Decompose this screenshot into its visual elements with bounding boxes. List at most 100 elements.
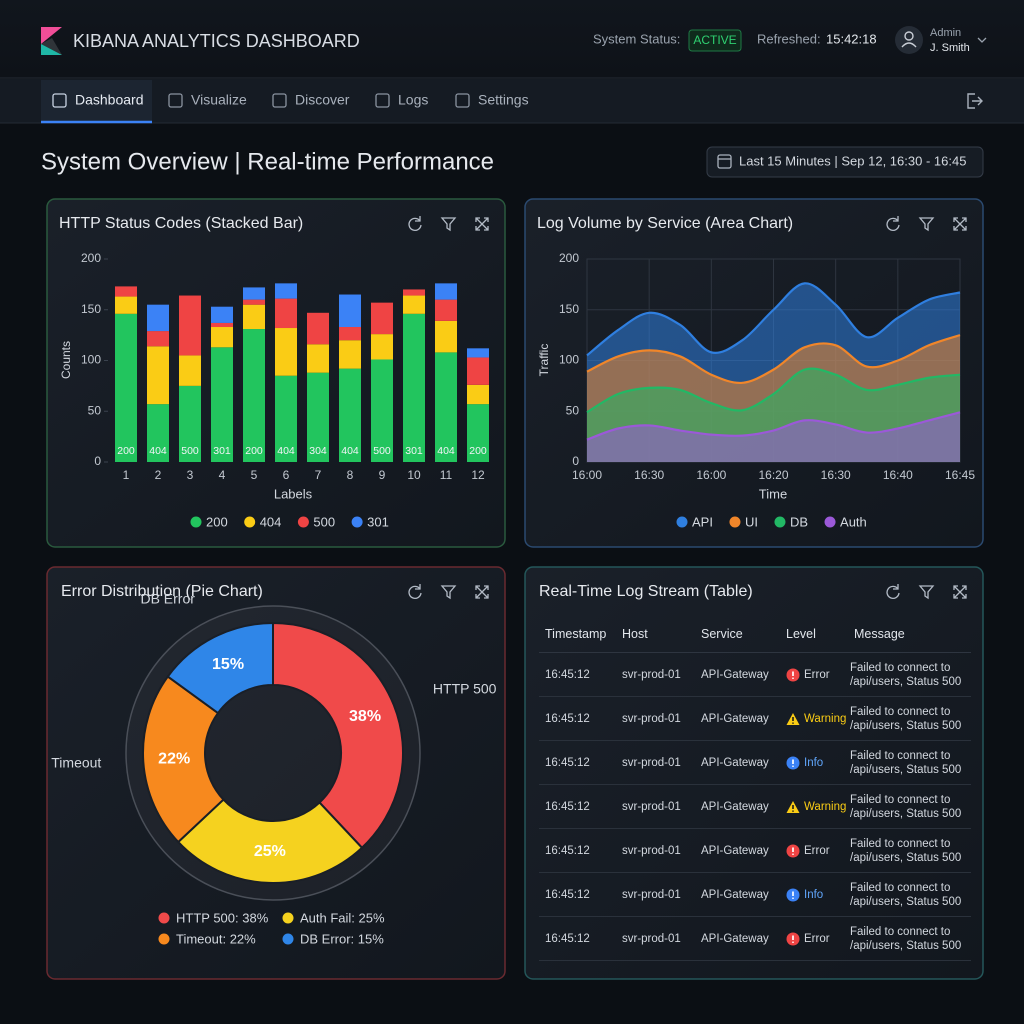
bar-segment — [147, 304, 169, 332]
nav-label: Visualize — [191, 92, 247, 108]
level: Error — [786, 668, 848, 682]
expand-icon — [953, 585, 967, 599]
cell: 16:45:12 — [539, 740, 616, 785]
x-tick-label: 10 — [407, 468, 421, 482]
x-tick-label: 2 — [155, 468, 162, 482]
bar-segment — [371, 334, 393, 360]
cell: svr-prod-01 — [616, 652, 695, 697]
bar-segment — [115, 296, 137, 314]
level-text: Error — [804, 932, 830, 945]
bar-segment — [435, 283, 457, 300]
bar-label: 200 — [469, 445, 487, 457]
filter-button[interactable] — [440, 585, 457, 600]
status-label: System Status: — [593, 31, 680, 46]
level-text: Warning — [804, 800, 847, 813]
bar-segment — [179, 355, 201, 386]
nav-item[interactable]: Logs — [375, 92, 428, 108]
level-cell: Error — [780, 652, 848, 697]
bar-segment — [275, 283, 297, 299]
bar-segment — [403, 313, 425, 462]
cell: 16:45:12 — [539, 916, 616, 961]
bar-segment — [275, 375, 297, 462]
nav-item[interactable]: Settings — [455, 92, 529, 108]
bar-segment — [275, 298, 297, 329]
filter-button[interactable] — [918, 217, 935, 232]
legend-swatch — [158, 933, 170, 945]
nav-item[interactable]: Visualize — [168, 92, 247, 108]
area-line — [586, 411, 961, 441]
logout-button[interactable] — [967, 93, 983, 109]
nav-label: Discover — [295, 92, 350, 108]
expand-button[interactable] — [953, 585, 967, 599]
x-tick-label: 3 — [187, 468, 194, 482]
refresh-button[interactable] — [886, 584, 900, 599]
nav-icon — [455, 93, 470, 108]
column-header: Service — [695, 616, 780, 653]
filter-icon — [440, 585, 457, 600]
cell: 16:45:12 — [539, 652, 616, 697]
expand-button[interactable] — [475, 585, 489, 599]
time-range-picker[interactable] — [706, 146, 984, 178]
user-avatar[interactable] — [895, 26, 923, 54]
expand-button[interactable] — [953, 217, 967, 231]
level: Warning — [786, 712, 848, 726]
level-text: Info — [804, 888, 824, 901]
legend-swatch — [297, 516, 309, 528]
nav-item[interactable]: Discover — [272, 92, 350, 108]
expand-button[interactable] — [475, 217, 489, 231]
legend-label: 500 — [313, 514, 335, 529]
area-chart: 0 50 100 150 200 16:00 16:30 16:00 16:20 16:30 16:… — [537, 251, 975, 529]
refresh-button[interactable] — [408, 584, 422, 599]
legend-swatch — [729, 516, 741, 528]
expand-icon — [953, 217, 967, 231]
x-tick-label: 16:45 — [945, 468, 975, 482]
legend-label: Auth — [840, 514, 867, 529]
filter-button[interactable] — [918, 585, 935, 600]
outside-label: DB Error — [140, 590, 195, 606]
y-axis-label: Counts — [59, 341, 73, 379]
bar-label: 404 — [341, 445, 359, 457]
nav-active-bg — [41, 80, 152, 122]
x-tick-label: 5 — [251, 468, 258, 482]
area-line — [586, 334, 961, 385]
column-header: Timestamp — [539, 616, 616, 653]
bar-segment — [435, 352, 457, 462]
cell: 16:45:12 — [539, 828, 616, 873]
bar-label: 200 — [245, 445, 263, 457]
filter-icon — [918, 217, 935, 232]
x-tick-label: 16:30 — [634, 468, 664, 482]
level-icon — [786, 888, 800, 901]
y-axis-label: Traffic — [537, 344, 551, 377]
page-title: System Overview | Real-time Performance — [41, 148, 494, 175]
legend-label: DB Error: 15% — [300, 931, 384, 946]
refresh-icon — [886, 584, 900, 599]
cell: API-Gateway — [695, 740, 780, 785]
cell: API-Gateway — [695, 872, 780, 917]
x-tick-label: 16:30 — [821, 468, 851, 482]
level: Info — [786, 756, 848, 770]
legend-label: 301 — [367, 514, 389, 529]
legend-label: Timeout: 22% — [176, 931, 256, 946]
table-body: 16:45:12 svr-prod-01 API-Gateway Error Faile… — [539, 652, 971, 961]
x-tick-label: 16:40 — [883, 468, 913, 482]
legend-label: 404 — [260, 514, 282, 529]
cell: API-Gateway — [695, 828, 780, 873]
legend-swatch — [824, 516, 836, 528]
user-menu-chevron[interactable] — [977, 37, 987, 43]
bar-segment — [243, 304, 265, 330]
legend-label: 200 — [206, 514, 228, 529]
cell: 16:45:12 — [539, 696, 616, 741]
expand-icon — [475, 217, 489, 231]
level-icon — [786, 844, 800, 857]
nav-item[interactable]: Dashboard — [52, 92, 144, 108]
filter-icon — [440, 217, 457, 232]
refresh-button[interactable] — [886, 216, 900, 231]
nav: Dashboard Visualize Discover Logs Settings — [52, 92, 529, 108]
bar-label: 304 — [309, 445, 327, 457]
filter-button[interactable] — [440, 217, 457, 232]
refresh-button[interactable] — [408, 216, 422, 231]
log-row: 16:45:12 svr-prod-01 API-Gateway Error Faile… — [539, 652, 971, 697]
outside-label: HTTP 500 — [433, 680, 497, 696]
legend-swatch — [676, 516, 688, 528]
